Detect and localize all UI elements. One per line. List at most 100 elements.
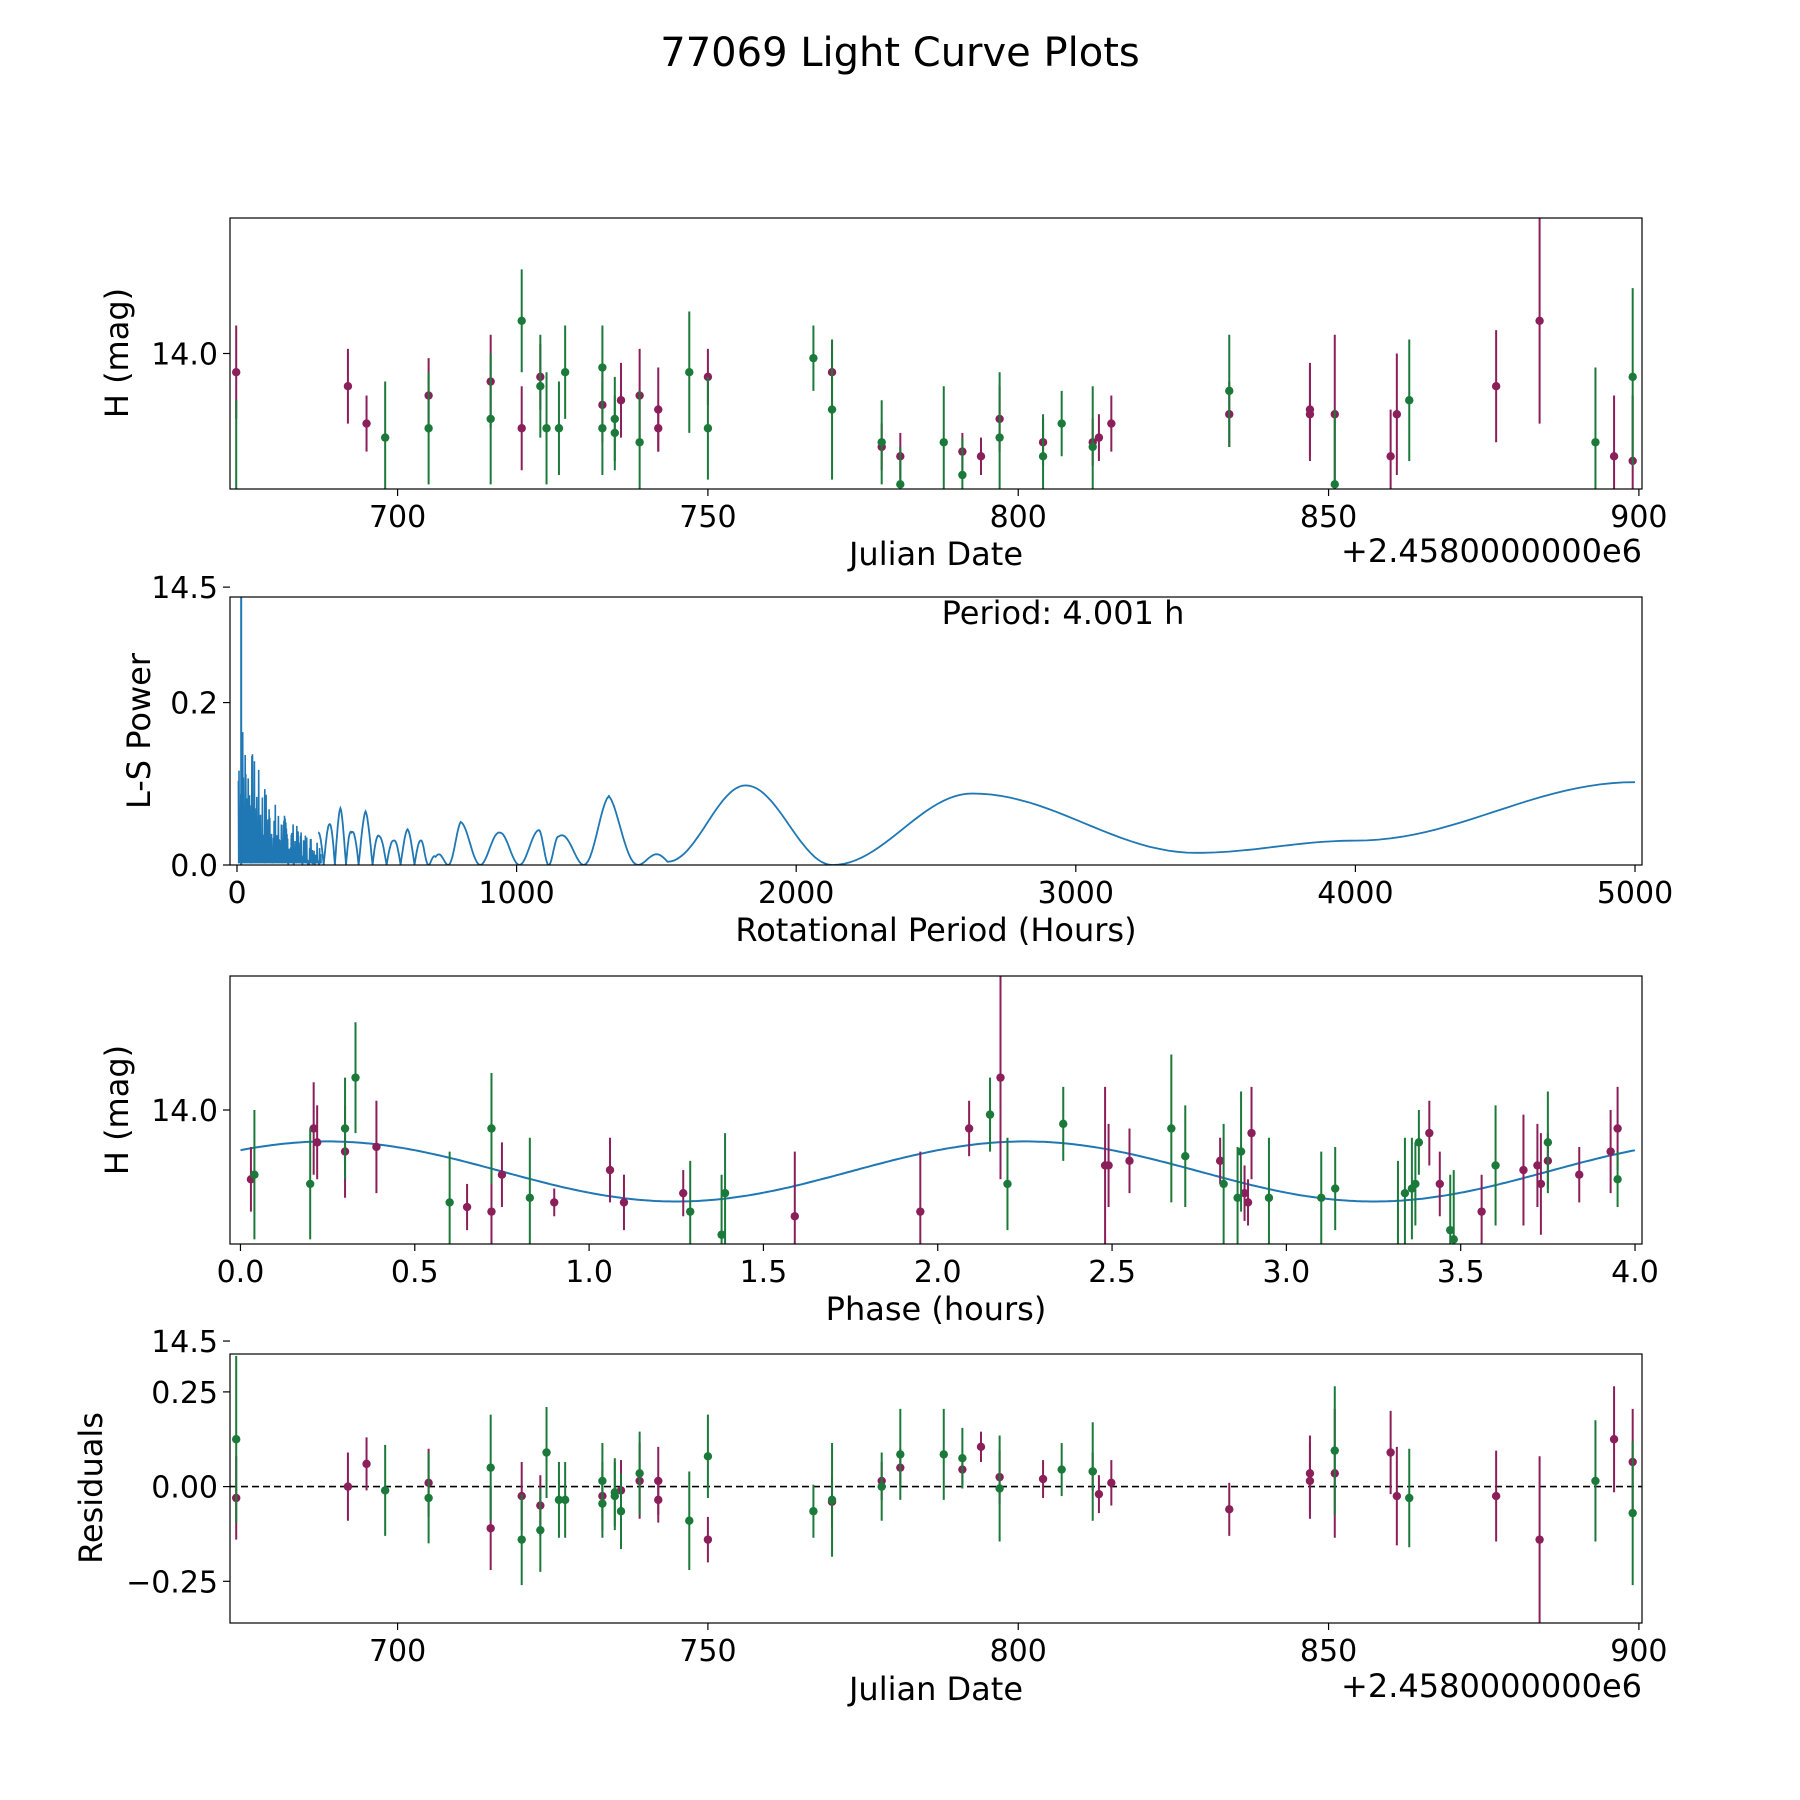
- data-point: [686, 1207, 695, 1216]
- data-point: [827, 405, 837, 414]
- data-point: [560, 1495, 570, 1505]
- data-point: [1038, 1474, 1048, 1484]
- data-point: [827, 1495, 837, 1505]
- data-point: [1003, 1179, 1012, 1189]
- data-point: [877, 1482, 886, 1491]
- data-point: [536, 1525, 545, 1535]
- x-tick-label: 2000: [758, 876, 834, 911]
- data-point: [487, 1207, 496, 1216]
- data-point: [619, 1198, 629, 1207]
- data-point: [985, 1110, 995, 1119]
- data-point: [309, 1124, 318, 1133]
- x-tick-label: 900: [1610, 500, 1667, 535]
- x-tick-label: 1.5: [740, 1255, 788, 1290]
- data-point: [1628, 1508, 1637, 1518]
- data-point: [1233, 1193, 1242, 1202]
- data-point: [486, 414, 495, 424]
- figure-title: 77069 Light Curve Plots: [660, 30, 1139, 76]
- data-point: [1400, 1188, 1410, 1198]
- data-point: [343, 1482, 353, 1491]
- data-point: [1088, 442, 1097, 452]
- panel-residuals: 700 750 800 850 900 0.25 0.00 −0.25 Julian Date…: [72, 1353, 1668, 1708]
- panel-light-curve-frame: [229, 217, 1643, 490]
- data-point: [1059, 1119, 1068, 1129]
- data-point: [1435, 1179, 1444, 1189]
- data-point: [610, 414, 620, 424]
- panel-phased-curve-ylabel: H (mag): [98, 1045, 136, 1175]
- data-point: [351, 1073, 360, 1082]
- data-point: [703, 1452, 713, 1461]
- data-point: [1628, 372, 1637, 382]
- data-point: [424, 1493, 433, 1503]
- panel-periodogram-ylabel: L-S Power: [120, 652, 158, 809]
- data-point: [487, 1124, 496, 1133]
- panel-residuals-xlabel: Julian Date: [847, 1670, 1023, 1708]
- data-point: [1591, 1476, 1600, 1486]
- x-tick-label: 700: [369, 1634, 426, 1669]
- data-point: [1613, 1175, 1622, 1184]
- data-point: [1167, 1124, 1176, 1133]
- panel-light-curve-data: [232, 218, 1637, 489]
- y-tick-label: 0.2: [170, 687, 218, 722]
- y-tick-label: 14.5: [151, 1325, 218, 1360]
- x-tick-label: 3.0: [1263, 1255, 1311, 1290]
- data-point: [250, 1170, 259, 1179]
- data-point: [939, 1450, 948, 1459]
- data-point: [232, 367, 241, 377]
- data-point: [1411, 1179, 1420, 1189]
- x-tick-label: 850: [1300, 500, 1357, 535]
- data-point: [616, 1507, 626, 1516]
- data-point: [343, 382, 353, 391]
- data-point: [1247, 1128, 1256, 1138]
- data-point: [517, 316, 526, 325]
- data-point: [679, 1188, 688, 1198]
- data-point: [1477, 1207, 1486, 1216]
- data-point: [598, 1476, 607, 1486]
- data-point: [598, 363, 607, 372]
- x-tick-label: 700: [369, 500, 426, 535]
- panel-residuals-ylabel: Residuals: [72, 1412, 110, 1564]
- data-point: [654, 1495, 663, 1505]
- data-point: [1240, 1188, 1249, 1198]
- data-point: [462, 1202, 472, 1212]
- data-point: [703, 1535, 713, 1544]
- panel-phased-curve: 0.0 0.5 1.0 1.5 2.0 2.5 3.0 3.5 4.0 14.5 14.0 Phas…: [98, 975, 1659, 1360]
- panel-phased-curve-xlabel: Phase (hours): [826, 1290, 1047, 1328]
- data-point: [616, 396, 626, 405]
- data-point: [362, 1459, 371, 1469]
- x-tick-label: 900: [1610, 1634, 1667, 1669]
- x-tick-label: 800: [990, 1634, 1047, 1669]
- data-point: [635, 438, 644, 447]
- data-point: [542, 1448, 551, 1457]
- data-point: [1535, 1535, 1544, 1544]
- data-point: [809, 353, 818, 363]
- data-point: [372, 1142, 381, 1152]
- data-point: [1225, 386, 1234, 396]
- data-point: [550, 1198, 559, 1207]
- x-tick-label: 0.0: [217, 1255, 265, 1290]
- data-point: [1386, 1448, 1395, 1457]
- data-point: [598, 424, 607, 433]
- data-point: [517, 424, 526, 433]
- data-point: [1405, 1493, 1414, 1503]
- x-tick-label: 3.5: [1437, 1255, 1485, 1290]
- data-point: [536, 382, 545, 391]
- data-point: [1543, 1138, 1553, 1147]
- data-point: [554, 424, 564, 433]
- periodogram-line: [317, 781, 1636, 865]
- data-point: [720, 1188, 730, 1198]
- data-point: [486, 1524, 495, 1533]
- data-point: [1317, 1193, 1326, 1202]
- data-point: [1330, 1446, 1339, 1455]
- y-tick-label: 14.0: [151, 1094, 218, 1129]
- panel-light-curve-offset-text: +2.4580000000e6: [1341, 532, 1642, 570]
- panel-periodogram-data: [237, 597, 1636, 865]
- data-point: [560, 367, 570, 377]
- data-point: [1519, 1165, 1528, 1175]
- data-point: [995, 1484, 1004, 1493]
- data-point: [1219, 1179, 1228, 1189]
- data-point: [1088, 1467, 1097, 1476]
- data-point: [1264, 1193, 1274, 1202]
- data-point: [939, 438, 948, 447]
